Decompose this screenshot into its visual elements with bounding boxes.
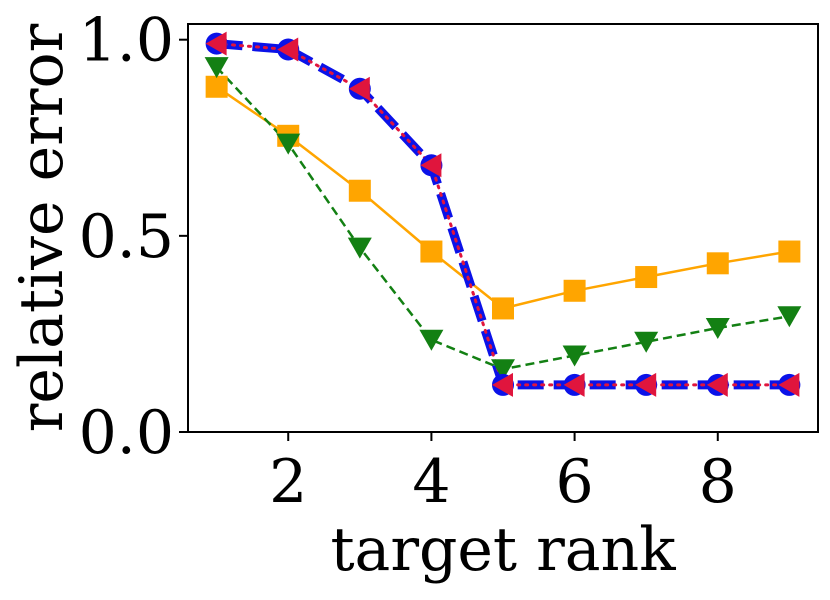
series-red-triangle-left-dotted (205, 31, 800, 397)
series-orange-square-solid (205, 75, 801, 320)
series-line-blue-circle-thick-dashed (216, 39, 790, 390)
data-point-green-triangle-down-dashed (491, 359, 515, 381)
data-point-red-triangle-left-dotted (205, 31, 227, 56)
data-point-orange-square-solid (420, 240, 443, 263)
data-point-red-triangle-left-dotted (420, 153, 442, 178)
series-line-orange-square-solid (215, 85, 790, 310)
data-point-orange-square-solid (778, 240, 801, 263)
data-point-red-triangle-left-dotted (492, 372, 513, 397)
data-point-orange-square-solid (563, 279, 586, 302)
series-blue-circle-thick-dashed (205, 32, 801, 396)
axis-ticks: 2 4 6 8 0.0 0.5 1.0 (79, 6, 737, 517)
x-tick-label: 2 (269, 447, 307, 517)
series-lines (215, 39, 791, 390)
data-point-green-triangle-down-dashed (419, 329, 444, 351)
data-point-green-triangle-down-dashed (705, 318, 730, 340)
x-tick-label: 6 (555, 447, 593, 517)
data-point-red-triangle-left-dotted (778, 372, 800, 397)
y-tick-label: 1.0 (79, 6, 174, 76)
data-point-green-triangle-down-dashed (562, 345, 587, 367)
data-point-red-triangle-left-dotted (635, 372, 657, 397)
data-point-green-triangle-down-dashed (634, 331, 659, 353)
data-point-red-triangle-left-dotted (348, 76, 370, 101)
y-tick-label: 0.0 (79, 398, 174, 468)
plot-area (204, 31, 802, 397)
data-point-red-triangle-left-dotted (277, 37, 299, 62)
data-point-red-triangle-left-dotted (563, 372, 585, 397)
x-tick-label: 4 (412, 447, 450, 517)
y-axis-label: relative error (7, 23, 77, 432)
x-tick-label: 8 (699, 447, 737, 517)
series-line-green-triangle-down-dashed (215, 66, 790, 371)
data-point-orange-square-solid (635, 266, 658, 289)
series-line-red-triangle-left-dotted (215, 42, 791, 387)
data-point-green-triangle-down-dashed (276, 133, 301, 155)
data-point-orange-square-solid (348, 179, 371, 202)
data-point-orange-square-solid (205, 75, 228, 98)
series-green-triangle-down-dashed (204, 57, 802, 381)
data-point-red-triangle-left-dotted (706, 372, 728, 397)
x-axis-label: target rank (330, 515, 676, 585)
data-point-green-triangle-down-dashed (777, 306, 802, 328)
axes-frame (187, 23, 819, 433)
data-point-orange-square-solid (706, 252, 729, 275)
data-point-orange-square-solid (492, 297, 514, 320)
data-point-green-triangle-down-dashed (204, 57, 229, 79)
data-point-green-triangle-down-dashed (347, 237, 372, 259)
y-tick-label: 0.5 (79, 202, 174, 272)
series-markers (204, 31, 802, 397)
